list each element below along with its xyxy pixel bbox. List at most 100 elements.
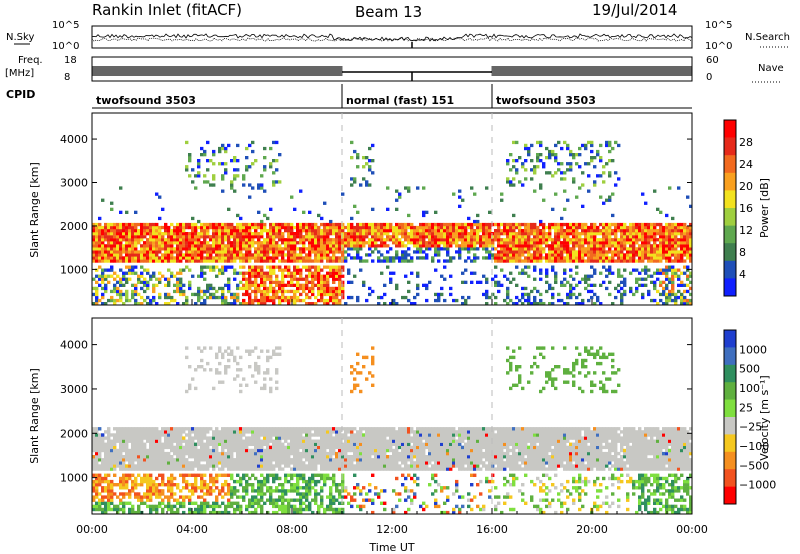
power-cell	[218, 222, 222, 227]
power-cell	[362, 283, 366, 287]
power-cell	[137, 222, 141, 227]
velocity-cell	[179, 436, 183, 440]
power-cell	[359, 229, 363, 233]
power-cell	[575, 256, 579, 260]
power-cell	[101, 241, 105, 245]
power-cell	[200, 274, 204, 278]
power-cell	[506, 277, 510, 281]
power-cell	[98, 250, 102, 254]
power-cell	[497, 241, 501, 245]
power-cell	[320, 280, 324, 284]
velocity-cell	[176, 458, 180, 462]
power-cell	[344, 241, 348, 245]
power-cell	[647, 241, 651, 245]
power-cell	[533, 235, 537, 239]
power-cell	[299, 277, 303, 281]
power-cell	[539, 277, 543, 281]
velocity-cell	[92, 473, 96, 477]
power-cell	[302, 229, 306, 233]
power-cell	[137, 238, 141, 242]
velocity-cell	[146, 464, 150, 468]
power-cell	[146, 250, 150, 254]
power-cell	[572, 232, 576, 236]
power-cell	[185, 222, 189, 227]
nsearch-tick-bottom: 10^0	[705, 41, 732, 52]
power-cell	[374, 222, 378, 227]
power-cell	[404, 238, 408, 242]
power-cell	[287, 250, 291, 254]
velocity-cell	[92, 430, 96, 434]
velocity-cell	[95, 473, 99, 477]
velocity-cell	[173, 483, 177, 487]
power-cell	[308, 274, 312, 278]
power-cell	[221, 229, 225, 233]
power-cell	[542, 250, 546, 254]
power-cell	[596, 298, 600, 303]
velocity-cell	[167, 458, 171, 462]
velocity-cell	[143, 492, 147, 496]
power-cell	[260, 241, 264, 245]
power-cell	[260, 225, 264, 230]
power-cell	[161, 241, 165, 245]
power-cell	[482, 274, 486, 278]
velocity-cell	[182, 464, 186, 468]
velocity-cell	[137, 430, 141, 434]
velocity-cell	[149, 461, 153, 465]
velocity-cell	[119, 451, 123, 456]
power-cell	[158, 292, 162, 297]
power-cell	[353, 225, 357, 230]
velocity-cell	[161, 464, 165, 468]
power-cell	[626, 238, 630, 242]
power-cell	[647, 244, 651, 248]
power-cell	[626, 256, 630, 260]
power-cell	[347, 280, 351, 284]
velocity-cell	[149, 448, 153, 453]
power-cell	[404, 259, 408, 263]
power-cell	[155, 229, 159, 233]
velocity-cell	[200, 451, 204, 456]
velocity-cell	[155, 451, 159, 456]
power-cell	[128, 222, 132, 227]
power-cell	[317, 259, 321, 263]
power-cell	[668, 268, 672, 272]
power-cell	[569, 253, 573, 257]
power-cell	[596, 244, 600, 248]
power-cell	[512, 238, 516, 242]
power-cell	[167, 235, 171, 239]
power-cell	[137, 235, 141, 239]
power-cell	[683, 235, 687, 239]
power-cell	[104, 283, 108, 287]
power-cell	[524, 247, 528, 251]
power-cell	[671, 265, 675, 269]
power-cell	[125, 298, 129, 303]
velocity-cell	[98, 492, 102, 496]
power-cell	[620, 280, 624, 284]
power-cell	[287, 265, 291, 269]
power-cell	[554, 280, 558, 284]
power-cell	[356, 235, 360, 239]
power-cell	[371, 225, 375, 230]
velocity-cell	[170, 436, 174, 440]
power-cell	[227, 225, 231, 230]
power-cell	[245, 259, 249, 263]
power-cell	[218, 149, 222, 154]
power-cell	[581, 298, 585, 303]
power-cell	[293, 241, 297, 245]
power-cell	[593, 256, 597, 260]
power-cell	[641, 235, 645, 239]
power-cell	[266, 250, 270, 254]
power-cell	[473, 244, 477, 248]
power-cell	[539, 302, 543, 306]
power-cell	[332, 302, 336, 306]
power-cell	[293, 244, 297, 248]
power-cell	[527, 259, 531, 263]
velocity-cell	[203, 486, 207, 490]
power-cell	[344, 232, 348, 236]
power-cell	[590, 156, 594, 160]
power-cell	[260, 277, 264, 281]
power-cell	[572, 250, 576, 254]
velocity-cell	[134, 427, 138, 431]
power-cell	[170, 256, 174, 260]
power-cell	[587, 277, 591, 281]
power-cell	[257, 268, 261, 272]
